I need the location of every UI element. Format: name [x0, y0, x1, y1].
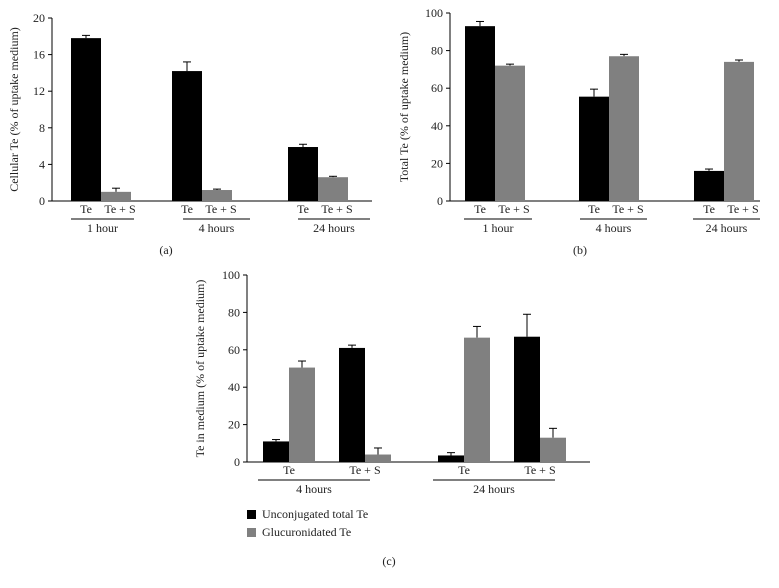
bar: [365, 454, 391, 462]
y-tick-label: 0: [39, 194, 45, 208]
bar: [318, 177, 348, 201]
bar: [339, 347, 365, 462]
legend-label: Glucuronidated Te: [262, 525, 351, 539]
panel-label: (a): [159, 243, 172, 257]
x-bar-label: Te: [181, 202, 193, 216]
y-tick-label: 80: [431, 44, 443, 58]
x-subgroup-label: Te + S: [349, 463, 380, 477]
y-tick-label: 40: [431, 119, 443, 133]
bar: [724, 61, 754, 201]
bar: [465, 26, 495, 201]
x-bar-label: Te + S: [205, 202, 236, 216]
y-tick-label: 20: [228, 418, 240, 432]
y-tick-label: 40: [228, 380, 240, 394]
x-group-label: 4 hours: [199, 221, 235, 235]
chart-panel-a: 0 4 8 12 16 20 Cellular Te (% of uptake medium…: [7, 11, 372, 257]
y-tick-label: 0: [437, 194, 443, 208]
bar: [263, 441, 289, 462]
x-group-label: 24 hours: [706, 221, 748, 235]
bar: [694, 170, 724, 201]
x-bar-label: Te: [80, 202, 92, 216]
y-axis-title: Te in medium (% of uptake medium): [193, 280, 207, 458]
x-group-label: 24 hours: [473, 482, 515, 496]
x-bar-label: Te + S: [612, 202, 643, 216]
y-tick-label: 80: [228, 305, 240, 319]
x-bar-label: Te: [588, 202, 600, 216]
legend-label: Unconjugated total Te: [262, 507, 368, 521]
bar: [172, 71, 202, 201]
panel-label: (b): [573, 243, 587, 257]
bar: [202, 190, 232, 201]
y-axis-title: Total Te (% of uptake medium): [397, 32, 411, 182]
bar: [288, 147, 318, 201]
x-group-label: 1 hour: [483, 221, 514, 235]
chart-panel-c: 0 20 40 60 80 100 Te in medium (% of uptake me…: [193, 268, 590, 568]
legend-swatch: [247, 528, 256, 537]
y-tick-label: 20: [33, 11, 45, 25]
x-bar-label: Te + S: [727, 202, 758, 216]
y-tick-label: 60: [431, 81, 443, 95]
legend-swatch: [247, 510, 256, 519]
y-axis-title: Cellular Te (% of uptake medium): [7, 27, 21, 192]
y-tick-label: 4: [39, 157, 45, 171]
x-subgroup-label: Te: [283, 463, 295, 477]
bar: [579, 96, 609, 201]
y-tick-label: 60: [228, 343, 240, 357]
bar: [71, 38, 101, 201]
y-tick-label: 20: [431, 156, 443, 170]
bar: [609, 56, 639, 201]
bar: [514, 336, 540, 462]
x-bar-label: Te: [703, 202, 715, 216]
bar: [289, 367, 315, 462]
x-group-label: 1 hour: [87, 221, 118, 235]
x-bar-label: Te + S: [104, 202, 135, 216]
y-tick-label: 100: [222, 268, 240, 282]
x-bar-label: Te: [474, 202, 486, 216]
y-tick-label: 0: [234, 455, 240, 469]
x-bar-label: Te + S: [321, 202, 352, 216]
bar: [464, 337, 490, 462]
x-bar-label: Te: [297, 202, 309, 216]
bar: [495, 65, 525, 201]
x-group-label: 4 hours: [296, 482, 332, 496]
bar: [438, 455, 464, 462]
chart-panel-b: 0 20 40 60 80 100 Total Te (% of uptake medium…: [397, 6, 760, 257]
y-tick-label: 12: [33, 84, 45, 98]
x-group-label: 24 hours: [313, 221, 355, 235]
bar: [540, 437, 566, 462]
x-subgroup-label: Te: [458, 463, 470, 477]
y-tick-label: 100: [425, 6, 443, 20]
bar: [101, 191, 131, 201]
y-tick-label: 16: [33, 48, 45, 62]
panel-label: (c): [382, 554, 395, 568]
y-tick-label: 8: [39, 121, 45, 135]
x-subgroup-label: Te + S: [524, 463, 555, 477]
x-group-label: 4 hours: [596, 221, 632, 235]
x-bar-label: Te + S: [498, 202, 529, 216]
